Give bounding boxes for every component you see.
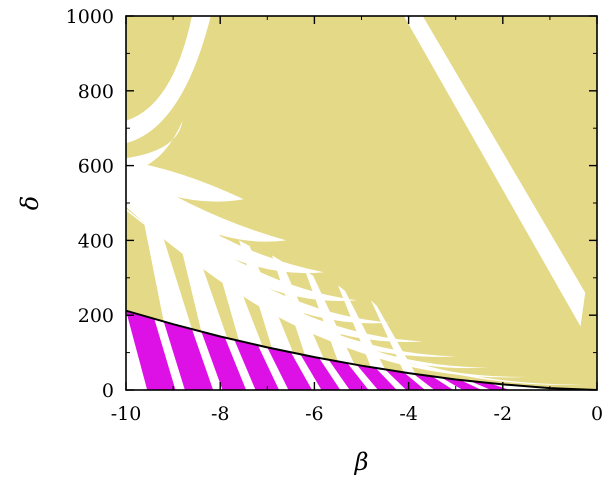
magenta-band bbox=[413, 373, 454, 390]
magenta-band bbox=[267, 347, 313, 390]
y-tick-label: 800 bbox=[78, 81, 114, 103]
magenta-band bbox=[385, 369, 426, 390]
x-tick-label: -4 bbox=[399, 403, 418, 425]
magenta-band bbox=[469, 380, 510, 390]
plot-content bbox=[126, 16, 597, 390]
white-finger bbox=[206, 225, 263, 347]
magenta-band bbox=[126, 310, 176, 390]
y-axis-title: δ bbox=[16, 196, 44, 210]
x-axis-title: β bbox=[354, 448, 369, 476]
x-tick-label: -10 bbox=[111, 403, 142, 425]
x-tick-label: -6 bbox=[305, 403, 324, 425]
white-diagonal-feather bbox=[403, 16, 586, 327]
y-tick-label: 0 bbox=[102, 380, 114, 402]
white-fan bbox=[126, 160, 244, 202]
magenta-band bbox=[328, 359, 369, 390]
white-finger bbox=[272, 255, 324, 359]
boundary-line bbox=[126, 309, 597, 390]
x-tick-label: -2 bbox=[494, 403, 513, 425]
magenta-band bbox=[201, 331, 247, 390]
white-finger bbox=[173, 214, 228, 339]
white-finger bbox=[140, 203, 192, 330]
y-axis: 0 200 400 600 800 1000 bbox=[66, 6, 597, 402]
x-tick-label: 0 bbox=[591, 403, 603, 425]
x-axis: -10 -8 -6 -4 -2 0 bbox=[111, 16, 603, 425]
lower-gap-region bbox=[126, 310, 597, 390]
white-finger bbox=[239, 240, 294, 353]
white-crescent bbox=[126, 120, 183, 174]
magenta-band bbox=[441, 377, 482, 390]
white-finger bbox=[337, 285, 386, 370]
magenta-band bbox=[163, 321, 214, 390]
y-tick-label: 200 bbox=[78, 305, 114, 327]
y-tick-label: 600 bbox=[78, 156, 114, 178]
y-tick-label: 1000 bbox=[66, 6, 114, 28]
plot-area bbox=[126, 16, 597, 390]
white-finger bbox=[370, 300, 416, 375]
magenta-band bbox=[234, 339, 280, 390]
magenta-band bbox=[356, 364, 397, 390]
x-tick-label: -8 bbox=[211, 403, 230, 425]
y-tick-label: 400 bbox=[78, 230, 114, 252]
white-finger bbox=[304, 270, 355, 365]
magenta-band bbox=[300, 354, 341, 390]
white-arc bbox=[126, 16, 211, 144]
